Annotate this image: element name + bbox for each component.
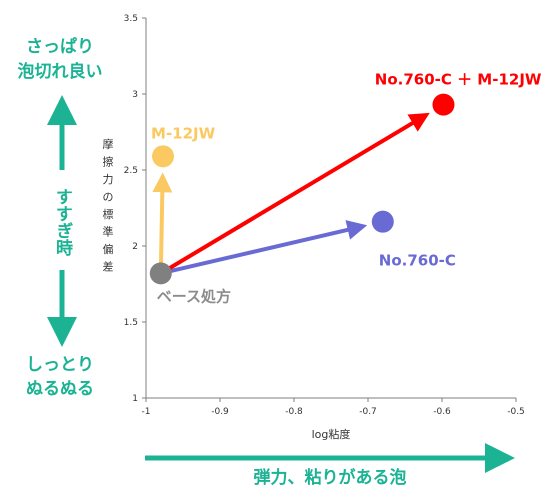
annotation-top-line1: さっぱり	[26, 36, 94, 57]
annotation-top-line2: 泡切れ良い	[18, 61, 103, 82]
y-axis-title-char: 準	[103, 225, 114, 239]
bottom-annotation: 弾力、粘りがある泡	[145, 443, 515, 488]
data-point	[432, 93, 455, 116]
data-point	[371, 210, 394, 233]
y-axis-title-char: 差	[103, 260, 114, 274]
data-point	[149, 262, 172, 285]
arrow-to-1	[160, 220, 368, 276]
point-label: M-12JW	[151, 124, 216, 142]
x-tick-labels: -1 -0.9 -0.8 -0.7 -0.6 -0.5	[142, 398, 525, 417]
y-axis-title-char: 擦	[103, 155, 114, 169]
point-label: No.760-C	[379, 252, 456, 270]
x-tick-label: -0.8	[285, 407, 303, 417]
x-tick-label: -1	[142, 407, 151, 417]
y-tick-label: 2	[132, 242, 138, 252]
x-axis-title: log粘度	[312, 427, 351, 441]
y-tick-label: 2.5	[124, 166, 138, 176]
y-axis-title-char: の	[103, 191, 114, 204]
arrow-to-2	[159, 112, 430, 276]
point-label: ベース処方	[157, 287, 231, 305]
y-axis-title-char: 偏	[103, 242, 114, 256]
y-tick-label: 1.5	[124, 318, 138, 328]
annotation-bottom-line2: ぬるぬる	[26, 379, 94, 399]
annotation-bottom-line1: しっとり	[26, 355, 94, 375]
x-tick-label: -0.7	[359, 407, 377, 417]
x-tick-label: -0.9	[211, 407, 229, 417]
data-point	[152, 145, 175, 168]
y-axis-title-char: 力	[103, 173, 114, 186]
annotation-middle: すすぎ時	[52, 188, 73, 257]
y-axis-title-char: 摩	[103, 137, 114, 151]
y-tick-label: 3	[132, 90, 138, 100]
arrow-to-0	[152, 172, 173, 274]
left-annotations: さっぱり 泡切れ良い すすぎ時 しっとり ぬるぬる	[18, 36, 103, 399]
y-tick-label: 1	[132, 394, 138, 404]
x-tick-label: -0.6	[433, 407, 451, 417]
data-series: ベース処方 M-12JW No.760-C No.760-C ＋ M-12JW	[149, 71, 542, 305]
y-axis-title-char: 標	[103, 207, 114, 221]
y-tick-label: 3.5	[124, 14, 138, 24]
x-tick-label: -0.5	[507, 407, 525, 417]
point-label: No.760-C ＋ M-12JW	[375, 71, 542, 89]
annotation-bottom-arrow-label: 弾力、粘りがある泡	[254, 467, 407, 488]
y-tick-labels: 1 1.5 2 2.5 3 3.5	[124, 14, 146, 404]
